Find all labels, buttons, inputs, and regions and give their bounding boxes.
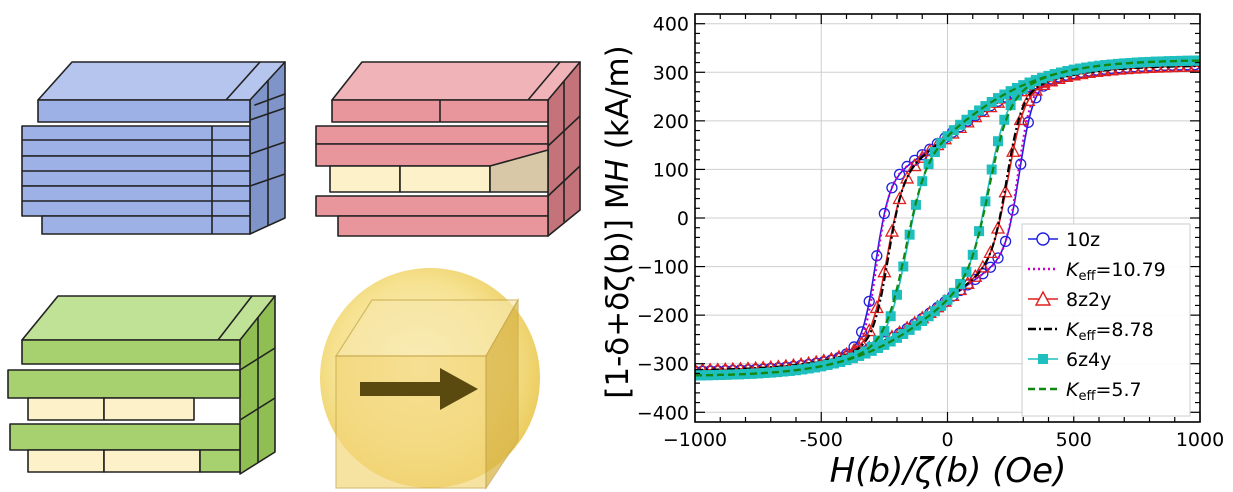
data-marker-8z2y <box>1021 92 1036 106</box>
red-layered-stack-illustration <box>315 61 581 237</box>
data-marker-10z <box>886 182 898 194</box>
y-tick-label: 200 <box>653 111 689 133</box>
x-tick-label: 1000 <box>1176 429 1224 451</box>
legend-marker-circle <box>1036 232 1050 246</box>
data-marker-10z <box>984 261 997 273</box>
legend-marker-triangle <box>1034 290 1052 306</box>
data-marker-6z4y <box>986 164 997 175</box>
x-tick-label: −1000 <box>663 429 727 451</box>
legend-label: Keff=10.79 <box>1066 259 1166 284</box>
data-marker-8z2y <box>975 259 990 273</box>
x-tick-label: -500 <box>800 429 843 451</box>
curves <box>695 55 1200 381</box>
magnetization-arrow-icon <box>360 368 478 410</box>
data-marker-10z <box>1015 158 1027 170</box>
data-marker-6z4y <box>923 159 934 170</box>
data-marker-8z2y <box>983 245 998 259</box>
x-tick-labels: −1000 -500 0 500 1000 <box>663 429 1224 451</box>
y-tick-label: 300 <box>653 62 689 84</box>
loop-branch-K5 <box>695 59 1200 377</box>
data-marker-10z <box>878 207 891 220</box>
legend-marker-square <box>1038 354 1048 364</box>
data-marker-6z4y <box>879 325 890 336</box>
y-tick-label: 400 <box>653 14 689 36</box>
hysteresis-chart: −1000 -500 0 500 1000 −400−300−200−100010020… <box>600 13 1224 491</box>
y-tick-label: −200 <box>637 305 689 327</box>
data-marker-6z4y <box>936 300 947 311</box>
legend-item: 8z2y <box>1028 289 1111 311</box>
data-marker-8z2y <box>990 220 1006 234</box>
legend-label: Keff=5.7 <box>1066 379 1142 404</box>
data-marker-10z <box>863 295 875 308</box>
data-marker-6z4y <box>942 294 953 305</box>
data-marker-8z2y <box>1013 112 1028 126</box>
plot-frame <box>694 13 1201 423</box>
legend-label: Keff=8.78 <box>1066 319 1154 344</box>
legend-item: Keff=8.78 <box>1028 319 1154 344</box>
legend-item: Keff=5.7 <box>1028 379 1142 404</box>
y-tick-label: −300 <box>637 354 689 376</box>
data-marker-6z4y <box>961 266 972 277</box>
data-marker-10z <box>893 168 906 181</box>
y-tick-labels: −400 −300 −200 −100 0 100 200 300 400 <box>637 14 689 425</box>
data-marker-8z2y <box>884 223 900 237</box>
data-marker-10z <box>1022 116 1034 129</box>
legend-label: 6z4y <box>1066 349 1111 371</box>
data-marker-8z2y <box>892 191 907 205</box>
legend-item: Keff=10.79 <box>1028 259 1166 284</box>
magnetic-sphere-illustration <box>320 268 540 490</box>
data-marker-8z2y <box>907 158 922 172</box>
data-marker-10z <box>992 252 1004 264</box>
y-tick-label: −400 <box>637 402 689 424</box>
green-layered-stack-illustration <box>7 295 276 475</box>
data-marker-8z2y <box>998 184 1013 198</box>
blue-layered-stack-illustration <box>21 61 286 235</box>
data-marker-8z2y <box>968 268 983 282</box>
legend-item: 6z4y <box>1028 349 1111 371</box>
legend-item: 10z <box>1028 229 1100 251</box>
x-axis-label: H(b)/ζ(b) (Oe) <box>830 451 1067 491</box>
x-tick-label: 0 <box>941 429 953 451</box>
data-marker-10z <box>916 149 928 161</box>
x-tick-label: 500 <box>1056 429 1092 451</box>
data-marker-6z4y <box>948 125 959 136</box>
data-marker-8z2y <box>915 149 930 163</box>
y-axis-label: [1-δ+δζ(b)] MH (kA/m) <box>600 45 636 399</box>
y-tick-label: −100 <box>637 257 689 279</box>
data-marker-8z2y <box>1006 143 1021 157</box>
legend: 10z Keff=10.79 8z2y Keff=8.78 6z4y Keff=5.7 <box>1021 223 1191 417</box>
legend-label: 8z2y <box>1066 289 1111 311</box>
y-tick-label: 100 <box>653 159 689 181</box>
data-marker-6z4y <box>898 261 909 272</box>
legend-label: 10z <box>1066 229 1100 251</box>
data-marker-8z2y <box>900 170 915 184</box>
data-marker-10z <box>999 235 1012 248</box>
y-tick-label: 0 <box>677 208 689 230</box>
data-marker-6z4y <box>999 114 1010 125</box>
legend-box <box>1021 223 1191 417</box>
